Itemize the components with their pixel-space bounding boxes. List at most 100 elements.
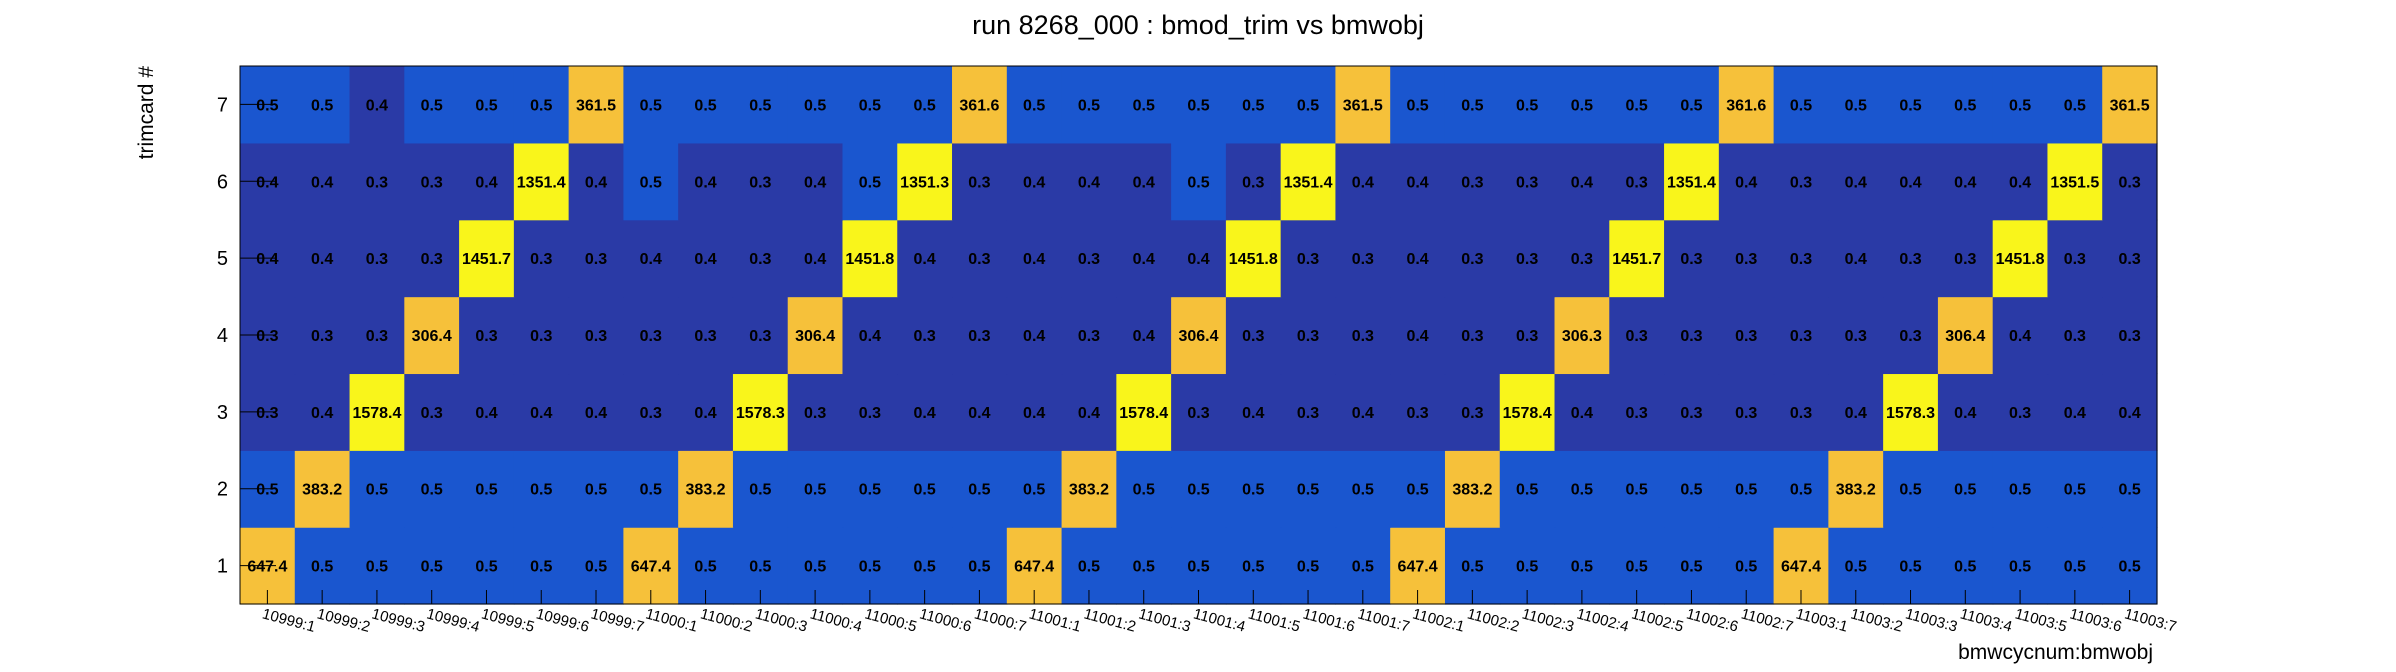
cell-value-label: 0.5	[2064, 559, 2086, 576]
heatmap-cell	[1225, 219, 1282, 298]
cell-value-label: 0.3	[1461, 405, 1483, 422]
heatmap-cell	[1335, 142, 1391, 221]
cell-value-label: 0.4	[804, 251, 826, 268]
heatmap-cell	[897, 219, 953, 298]
cell-value-label: 0.5	[1023, 97, 1045, 114]
cell-value-label: 0.4	[1133, 251, 1155, 268]
cell-value-label: 0.3	[1461, 251, 1483, 268]
heatmap-cell	[678, 66, 734, 144]
cell-value-label: 0.4	[1845, 405, 1867, 422]
cell-value-label: 0.4	[1187, 251, 1209, 268]
cell-value-label: 361.6	[1726, 97, 1766, 114]
heatmap-cell	[1992, 142, 2049, 221]
cell-value-label: 0.5	[640, 482, 662, 499]
heatmap-cell	[1499, 450, 1556, 528]
cell-value-label: 0.4	[1078, 174, 1100, 191]
x-tick-label: 11001:2	[1082, 605, 1138, 635]
heatmap-cell	[568, 450, 624, 528]
cell-value-label: 0.5	[859, 559, 881, 576]
heatmap-cell	[294, 66, 351, 144]
heatmap-cell	[1280, 142, 1337, 221]
cell-value-label: 0.4	[2009, 328, 2031, 345]
x-tick-label: 11002:1	[1411, 605, 1467, 635]
heatmap-cell	[1006, 296, 1063, 375]
heatmap-cell	[349, 373, 405, 451]
heatmap-cell	[952, 219, 1008, 298]
heatmap-cell	[678, 296, 734, 375]
heatmap-cell	[1554, 450, 1610, 528]
cell-value-label: 0.3	[1680, 328, 1702, 345]
heatmap-cell	[1828, 450, 1884, 528]
cell-value-label: 0.3	[2064, 251, 2086, 268]
heatmap-cell	[513, 142, 570, 221]
y-tick-label: 4	[217, 325, 228, 347]
cell-value-label: 0.3	[585, 328, 607, 345]
cell-value-label: 0.4	[2064, 405, 2086, 422]
cell-value-label: 0.5	[1242, 482, 1264, 499]
cell-value-label: 0.4	[914, 251, 936, 268]
heatmap-cell	[1937, 66, 1994, 144]
cell-value-label: 0.5	[1571, 97, 1593, 114]
heatmap-cell	[842, 373, 898, 451]
cell-value-label: 0.5	[2118, 559, 2140, 576]
cell-value-label: 0.5	[1406, 97, 1428, 114]
heatmap-cell	[1554, 66, 1610, 144]
cell-value-label: 0.3	[968, 174, 990, 191]
heatmap-cell	[349, 296, 405, 375]
x-tick-label: 10999:1	[260, 605, 317, 635]
cell-value-label: 0.3	[1297, 251, 1319, 268]
x-tick-label: 11003:6	[2068, 605, 2124, 635]
cell-value-label: 0.4	[804, 174, 826, 191]
heatmap-cell	[1006, 450, 1063, 528]
cell-value-label: 0.4	[1023, 405, 1045, 422]
heatmap-cell	[1171, 296, 1227, 375]
cell-value-label: 0.5	[2118, 482, 2140, 499]
cell-value-label: 0.5	[1680, 559, 1702, 576]
cell-value-label: 0.5	[530, 97, 552, 114]
heatmap-cell	[1444, 66, 1501, 144]
cell-value-label: 0.5	[1297, 97, 1319, 114]
cell-value-label: 0.3	[530, 251, 552, 268]
cell-value-label: 0.3	[1187, 405, 1209, 422]
x-tick-label: 11003:2	[1849, 605, 1905, 635]
x-tick-label: 11000:6	[918, 605, 974, 635]
heatmap-cell	[1828, 142, 1884, 221]
heatmap-cell	[1280, 373, 1337, 451]
heatmap-cell	[1280, 450, 1337, 528]
cell-value-label: 0.3	[1735, 328, 1757, 345]
heatmap-cell	[787, 373, 844, 451]
cell-value-label: 0.5	[859, 174, 881, 191]
cell-value-label: 0.5	[1133, 482, 1155, 499]
heatmap-cell	[678, 219, 734, 298]
heatmap-cell	[1718, 296, 1775, 375]
cell-value-label: 0.3	[859, 405, 881, 422]
heatmap-cell	[897, 296, 953, 375]
heatmap-cell	[623, 142, 679, 221]
x-tick-label: 11001:1	[1027, 605, 1083, 635]
cell-value-label: 0.3	[2118, 174, 2140, 191]
cell-value-label: 0.5	[694, 97, 716, 114]
heatmap-cell	[1664, 450, 1720, 528]
heatmap-cell	[1554, 373, 1610, 451]
cell-value-label: 0.5	[311, 97, 333, 114]
heatmap-cell	[2047, 66, 2103, 144]
heatmap-cell	[459, 142, 515, 221]
heatmap-cell	[1499, 142, 1556, 221]
heatmap-cell	[1609, 450, 1665, 528]
heatmap-cell	[1390, 66, 1446, 144]
x-tick-label: 11002:3	[1520, 605, 1576, 635]
cell-value-label: 0.3	[968, 251, 990, 268]
heatmap-cell	[1828, 66, 1884, 144]
x-tick-label: 11002:4	[1575, 605, 1631, 635]
heatmap-cell	[1883, 373, 1939, 451]
heatmap-cell	[568, 296, 624, 375]
cell-value-label: 0.5	[311, 559, 333, 576]
heatmap-cell	[842, 142, 898, 221]
cell-value-label: 306.4	[1945, 328, 1985, 345]
cell-value-label: 0.3	[1680, 251, 1702, 268]
cell-value-label: 0.5	[1735, 482, 1757, 499]
heatmap-cell	[459, 373, 515, 451]
chart-title: run 8268_000 : bmod_trim vs bmwobj	[972, 10, 1424, 40]
heatmap-cell	[787, 66, 844, 144]
cell-value-label: 0.5	[1571, 482, 1593, 499]
